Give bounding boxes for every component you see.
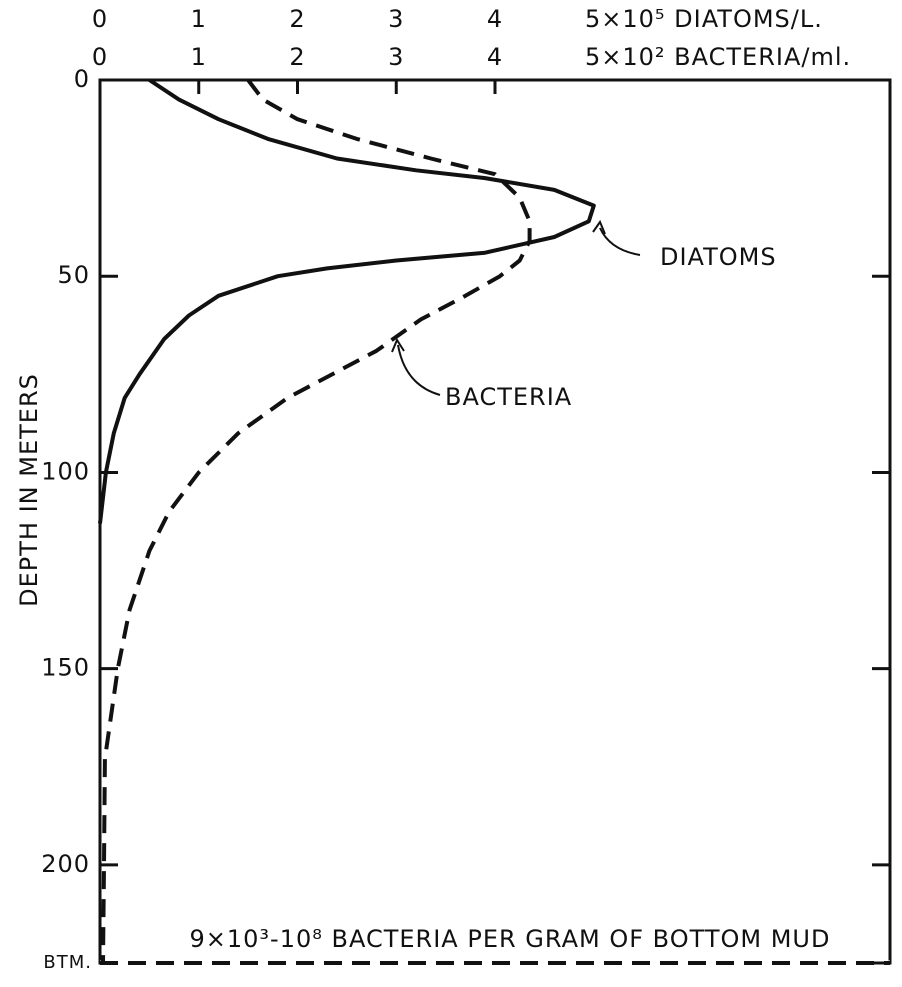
xticks-label: 2 [289, 5, 305, 33]
x2-axis-title: 5×10² BACTERIA/ml. [585, 43, 851, 71]
x2ticks-label: 3 [388, 43, 404, 71]
annotation: 9×10³-10⁸ BACTERIA PER GRAM OF BOTTOM MU… [190, 925, 831, 953]
x2ticks-label: 1 [191, 43, 207, 71]
arrow [397, 344, 441, 396]
y-tick-label: BTM. [43, 952, 92, 973]
plot-frame [98, 78, 892, 965]
y-tick-label: 100 [41, 457, 90, 485]
xticks-label: 0 [92, 5, 108, 33]
x-axis-title: 5×10⁵ DIATOMS/L. [585, 5, 823, 33]
series-line [98, 78, 596, 524]
xticks-label: 4 [487, 5, 503, 33]
y-tick-label: 0 [74, 65, 90, 93]
x2ticks-label: 4 [487, 43, 503, 71]
x2ticks-label: 0 [92, 43, 108, 71]
arrow-head [391, 337, 405, 353]
arrow [599, 227, 641, 256]
arrow-head [592, 219, 606, 235]
x2ticks-label: 2 [289, 43, 305, 71]
xticks-label: 1 [191, 5, 207, 33]
y-tick-label: 200 [41, 850, 90, 878]
series-label: BACTERIA [445, 383, 572, 411]
y-axis-title: DEPTH IN METERS [15, 373, 43, 607]
y-tick-label: 50 [57, 261, 90, 289]
series-line [101, 78, 532, 964]
y-tick-label: 150 [41, 654, 90, 682]
series-label: DIATOMS [660, 243, 777, 271]
xticks-label: 3 [388, 5, 404, 33]
